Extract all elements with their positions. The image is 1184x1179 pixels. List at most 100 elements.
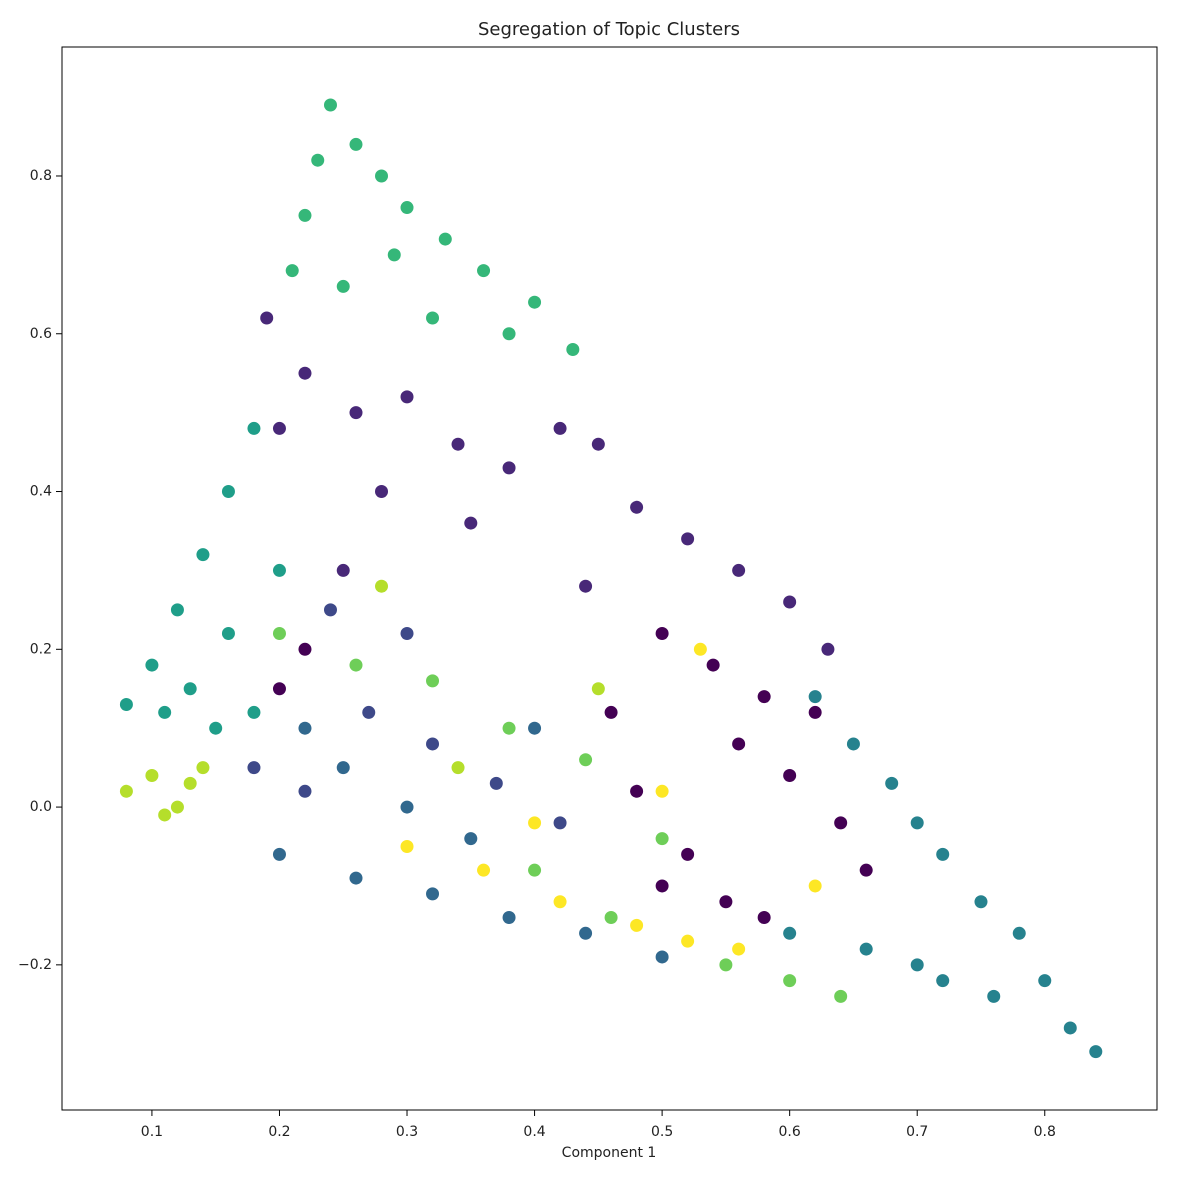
x-tick-label: 0.4 [523,1124,545,1140]
x-tick-label: 0.5 [651,1124,673,1140]
point [400,627,414,641]
point [464,516,478,530]
x-tick-label: 0.3 [396,1124,418,1140]
point [400,800,414,814]
y-tick-label: −0.2 [18,957,52,973]
y-tick-label: 0.0 [30,799,52,815]
point [438,232,452,246]
point [221,627,235,641]
chart-title: Segregation of Topic Clusters [478,19,740,40]
point [528,295,542,309]
point [489,776,503,790]
point [502,327,516,341]
point [119,784,133,798]
point [272,421,286,435]
point [910,958,924,972]
point [311,153,325,167]
point [655,879,669,893]
point [783,926,797,940]
point [783,974,797,988]
point [834,989,848,1003]
point [528,863,542,877]
point [859,942,873,956]
point [400,840,414,854]
point [732,737,746,751]
point [757,911,771,925]
point [553,895,567,909]
point [821,642,835,656]
point [209,721,223,735]
x-tick-label: 0.1 [141,1124,163,1140]
point [681,532,695,546]
point [158,808,172,822]
point [170,603,184,617]
point [655,784,669,798]
x-axis-label: Component 1 [562,1145,657,1161]
point [604,911,618,925]
point [272,627,286,641]
point [285,264,299,278]
point [757,690,771,704]
point [247,705,261,719]
point [349,871,363,885]
point [272,847,286,861]
point [630,784,644,798]
point [349,137,363,151]
point [681,934,695,948]
point [323,603,337,617]
y-tick-label: 0.2 [30,641,52,657]
point [719,958,733,972]
point [464,832,478,846]
point [579,753,593,767]
point [298,642,312,656]
point [183,682,197,696]
point [477,264,491,278]
point [170,800,184,814]
point [681,847,695,861]
y-tick-label: 0.6 [30,326,52,342]
point [323,98,337,112]
point [272,682,286,696]
point [528,721,542,735]
point [196,761,210,775]
point [349,658,363,672]
point [426,887,440,901]
x-tick-label: 0.7 [906,1124,928,1140]
point [808,690,822,704]
point [387,248,401,262]
point [783,769,797,783]
point [655,627,669,641]
point [272,563,286,577]
y-tick-label: 0.4 [30,484,52,500]
point [719,895,733,909]
plot-frame [61,46,1158,1111]
point [362,705,376,719]
point [349,406,363,420]
point [553,816,567,830]
point [630,918,644,932]
point [706,658,720,672]
point [502,721,516,735]
point [426,311,440,325]
point [846,737,860,751]
point [987,989,1001,1003]
point [579,579,593,593]
point [247,421,261,435]
point [566,343,580,357]
point [936,847,950,861]
point [859,863,873,877]
point [145,769,159,783]
point [221,485,235,499]
point [1063,1021,1077,1035]
point [910,816,924,830]
point [260,311,274,325]
point [336,761,350,775]
point [732,563,746,577]
point [974,895,988,909]
point [298,208,312,222]
point [145,658,159,672]
point [298,366,312,380]
point [502,461,516,475]
point [400,390,414,404]
point [808,705,822,719]
